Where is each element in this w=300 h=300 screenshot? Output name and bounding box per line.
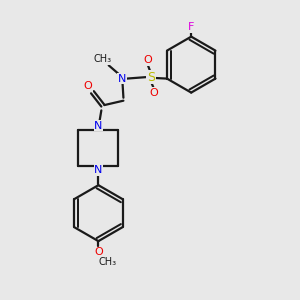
- Text: N: N: [118, 74, 126, 84]
- Text: N: N: [94, 165, 103, 175]
- Text: S: S: [147, 70, 155, 84]
- Text: F: F: [188, 22, 194, 32]
- Text: O: O: [84, 81, 92, 91]
- Text: O: O: [94, 247, 103, 257]
- Text: CH₃: CH₃: [98, 257, 116, 267]
- Text: O: O: [149, 88, 158, 98]
- Text: O: O: [143, 55, 152, 65]
- Text: N: N: [94, 121, 103, 131]
- Text: CH₃: CH₃: [94, 55, 112, 64]
